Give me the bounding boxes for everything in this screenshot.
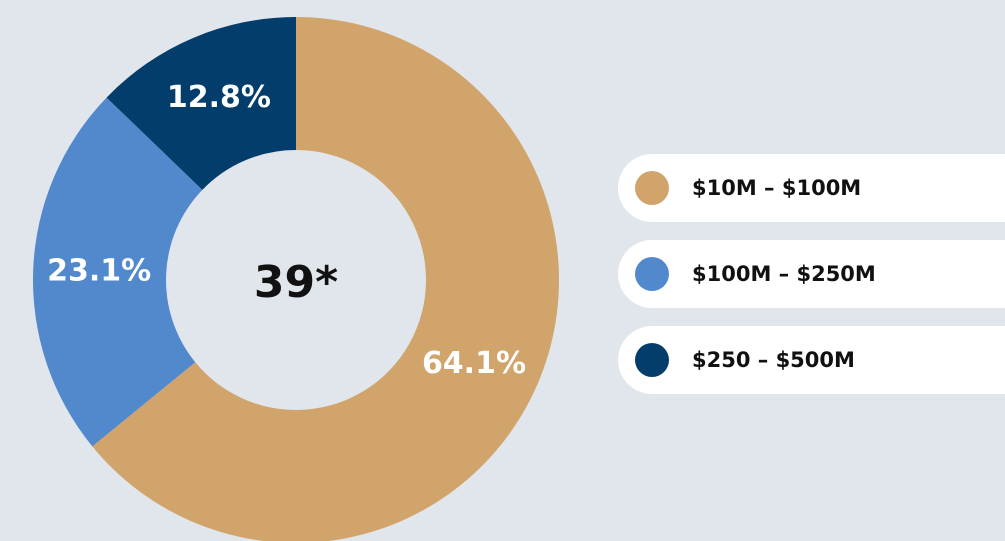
legend-label: $250 – $500M xyxy=(692,348,855,372)
legend-item: $250 – $500M xyxy=(618,326,1005,394)
donut-slice xyxy=(106,17,297,190)
legend-item: $10M – $100M xyxy=(618,154,1005,222)
legend-label: $10M – $100M xyxy=(692,176,861,200)
data-label: 64.1% xyxy=(422,346,526,381)
legend-item: $100M – $250M xyxy=(618,240,1005,308)
legend-pill xyxy=(618,154,1005,222)
donut-slice xyxy=(32,97,203,447)
legend-pill xyxy=(618,240,1005,308)
donut-slice xyxy=(92,17,559,541)
data-label: 23.1% xyxy=(47,253,151,288)
legend-swatch xyxy=(635,171,669,205)
center-label: 39* xyxy=(254,257,338,308)
legend-label: $100M – $250M xyxy=(692,262,876,286)
data-label: 12.8% xyxy=(167,80,271,115)
legend-swatch xyxy=(635,343,669,377)
legend-swatch xyxy=(635,257,669,291)
legend-pill xyxy=(618,326,1005,394)
